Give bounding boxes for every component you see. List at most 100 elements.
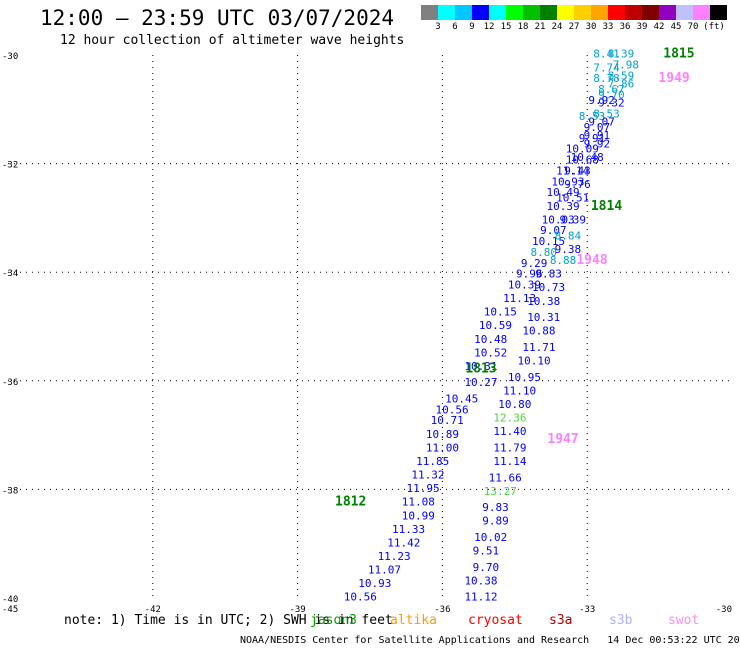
wave-height-value: 10.93: [358, 577, 391, 590]
y-tick-label: -30: [2, 52, 18, 62]
scale-swatch: [659, 5, 676, 20]
scale-swatch: [506, 5, 523, 20]
wave-height-value: 11.23: [378, 550, 411, 563]
wave-height-value: 11.14: [556, 164, 589, 177]
wave-height-value: 7.74: [593, 61, 620, 74]
wave-height-value: 11.32: [411, 469, 444, 482]
scale-label: 33: [602, 22, 614, 32]
chart-subtitle: 12 hour collection of altimeter wave hei…: [60, 33, 405, 48]
wave-height-value: 9.38: [555, 243, 582, 256]
scale-swatch: [421, 5, 438, 20]
wave-height-value: 9.07: [588, 116, 615, 129]
wave-height-value: 8.53: [579, 110, 606, 123]
x-tick-label: -30: [716, 605, 732, 615]
scale-label: 39: [636, 22, 648, 32]
satellite-legend-s3a: s3a: [549, 613, 573, 628]
wave-height-value: 10.48: [474, 333, 507, 346]
track-time-label: 1814: [591, 199, 622, 214]
scale-swatch: [642, 5, 659, 20]
wave-height-value: 9.91: [584, 129, 611, 142]
x-tick-label: -45: [2, 605, 18, 615]
wave-height-value: 7.86: [608, 78, 635, 91]
scale-label: 30: [585, 22, 597, 32]
scale-label: 21: [534, 22, 546, 32]
wave-height-value: 11.85: [416, 455, 449, 468]
scale-swatch: [574, 5, 591, 20]
y-tick-label: -34: [2, 269, 18, 279]
wave-height-value: 10.39: [508, 278, 541, 291]
track-time-label: 1812: [335, 495, 366, 510]
wave-height-value: 10.51: [556, 192, 589, 205]
wave-height-value: 11.42: [387, 536, 420, 549]
wave-height-value: 11.07: [368, 564, 401, 577]
wave-height-value: 9.76: [564, 178, 591, 191]
wave-height-value: 8.67: [598, 83, 625, 96]
track-time-label: 1949: [658, 71, 689, 86]
wave-height-value: 9.43: [564, 164, 591, 177]
track-time-label: 1947: [547, 432, 578, 447]
wave-height-value: 10.15: [484, 306, 517, 319]
wave-height-value: 8.78: [593, 72, 620, 85]
scale-label: 12: [483, 22, 495, 32]
chart-title: 12:00 – 23:59 UTC 03/07/2024: [40, 6, 395, 30]
wave-height-value: 8.53: [593, 107, 620, 120]
wave-height-value: 7.98: [613, 59, 640, 72]
wave-height-value: 10.38: [464, 574, 497, 587]
scale-swatch: [438, 5, 455, 20]
wave-height-value: 10.02: [474, 531, 507, 544]
wave-height-value: 10.31: [527, 311, 560, 324]
scale-swatch: [591, 5, 608, 20]
wave-height-value: 10.27: [464, 376, 497, 389]
scale-swatch: [557, 5, 574, 20]
wave-height-value: 10.80: [498, 398, 531, 411]
wave-height-value: 11.66: [489, 471, 522, 484]
wave-height-value: 10.59: [479, 319, 512, 332]
y-tick-label: -36: [2, 378, 18, 388]
scale-label: 45: [670, 22, 682, 32]
wave-height-value: 10.45: [445, 393, 478, 406]
wave-height-value: 11.00: [426, 441, 459, 454]
scale-label: 15: [500, 22, 512, 32]
wave-height-value: 10.52: [474, 346, 507, 359]
wave-height-value: 10.10: [518, 355, 551, 368]
scale-swatch: [608, 5, 625, 20]
y-tick-label: -40: [2, 595, 18, 605]
note-text: note: 1) Time is in UTC; 2) SWH is in fe…: [64, 613, 393, 628]
wave-height-value: 8.88: [550, 254, 577, 267]
wave-height-value: 12.36: [493, 412, 526, 425]
wave-height-value: 10.39: [547, 200, 580, 213]
wave-height-value: 8.80: [531, 246, 558, 259]
y-tick-label: -38: [2, 486, 18, 496]
x-tick-label: -39: [289, 605, 305, 615]
satellite-legend-altika: altika: [390, 613, 437, 628]
wave-height-value: 11.08: [402, 496, 435, 509]
wave-height-value: 9.92: [588, 94, 615, 107]
scale-swatch: [489, 5, 506, 20]
wave-height-value: 10.68: [566, 154, 599, 167]
wave-height-value: 9.29: [521, 257, 548, 270]
color-scale-bar: [421, 5, 727, 20]
wave-height-value: 9.07: [584, 121, 611, 134]
wave-height-value: 8.59: [608, 69, 635, 82]
wave-height-value: 10.31: [464, 360, 497, 373]
wave-height-value: 10.56: [344, 591, 377, 604]
scale-label: 3: [435, 22, 441, 32]
scale-swatch: [625, 5, 642, 20]
scale-swatch: [455, 5, 472, 20]
wave-height-value: 9.32: [598, 97, 625, 110]
satellite-legend-s3b: s3b: [609, 613, 633, 628]
wave-height-value: 10.71: [431, 414, 464, 427]
wave-height-value: 11.13: [503, 292, 536, 305]
wave-height-value: 11.14: [493, 455, 526, 468]
track-time-label: 1813: [465, 362, 496, 377]
wave-height-value: 9.92: [584, 137, 611, 150]
wave-height-value: 10.93: [551, 175, 584, 188]
wave-height-value: 10.99: [402, 509, 435, 522]
wave-height-value: 11.33: [392, 523, 425, 536]
wave-height-value: 10.89: [426, 428, 459, 441]
wave-height-value: 9.51: [473, 545, 500, 558]
wave-height-value: 11.79: [493, 441, 526, 454]
x-tick-label: -42: [145, 605, 161, 615]
scale-label: 9: [469, 22, 475, 32]
wave-height-value: 8.84: [555, 230, 582, 243]
